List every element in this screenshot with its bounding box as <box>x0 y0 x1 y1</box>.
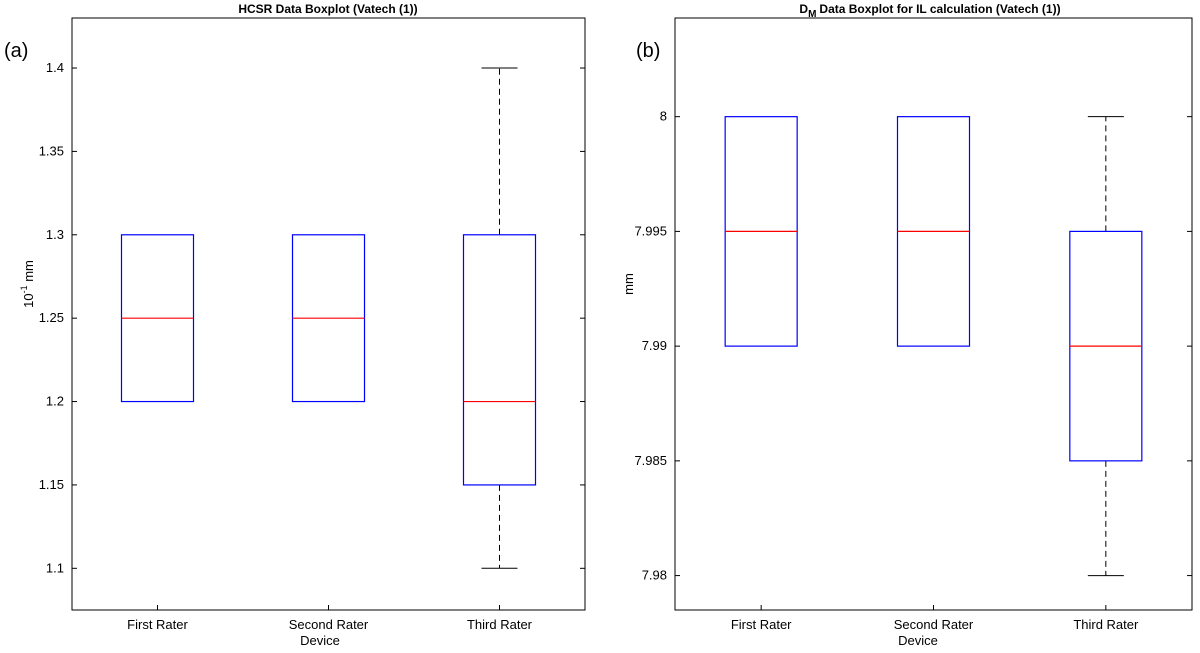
y-tick-label: 7.99 <box>642 338 667 353</box>
box-3 <box>462 67 537 569</box>
x-tick-label: First Rater <box>127 617 188 632</box>
y-axis-label: mm <box>621 273 636 295</box>
box-iqr <box>462 234 537 486</box>
y-tick-label: 1.15 <box>39 477 64 492</box>
y-tick-label: 1.35 <box>39 143 64 158</box>
y-tick-label: 7.995 <box>634 223 667 238</box>
x-tick-label: Third Rater <box>1073 617 1139 632</box>
plot-area-frame <box>71 17 586 611</box>
x-tick-label: Third Rater <box>467 617 533 632</box>
y-tick-label: 8 <box>660 109 667 124</box>
y-tick-label: 1.3 <box>46 227 64 242</box>
y-axis-label-superscript: -1 <box>19 285 29 293</box>
panel-label-a: (a) <box>4 40 29 62</box>
box-2 <box>291 234 366 403</box>
box-2 <box>896 116 971 347</box>
box-1 <box>724 116 798 347</box>
y-axis-label-base: mm <box>621 273 636 295</box>
x-tick-label: First Rater <box>731 617 792 632</box>
chart-title: DM Data Boxplot for IL calculation (Vatec… <box>799 2 1060 20</box>
box-3 <box>1069 116 1143 577</box>
y-tick-label: 1.2 <box>46 394 64 409</box>
y-axis-label: 10-1 mm <box>19 260 36 308</box>
chart-title: HCSR Data Boxplot (Vatech (1)) <box>238 2 417 16</box>
y-tick-label: 1.25 <box>39 310 64 325</box>
box-1 <box>120 234 195 403</box>
y-axis-label-base: 10 <box>21 293 36 307</box>
panel-label-b: (b) <box>636 40 661 62</box>
chart-title-main: D <box>799 2 808 16</box>
y-tick-label: 1.1 <box>46 560 64 575</box>
y-tick-label: 7.98 <box>642 568 667 583</box>
boxplot-chart-a: HCSR Data Boxplot (Vatech (1)) 1.1 1.15 1.2… <box>19 2 586 648</box>
chart-title-rest: Data Boxplot for IL calculation (Vatech … <box>819 2 1060 16</box>
boxplot-chart-b: DM Data Boxplot for IL calculation (Vatec… <box>621 2 1193 648</box>
x-tick-label: Second Rater <box>289 617 369 632</box>
x-axis-label: Device <box>300 633 340 648</box>
y-axis-label-unit: mm <box>21 260 36 285</box>
chart-title-main: HCSR Data Boxplot (Vatech (1)) <box>238 2 417 16</box>
chart-title-subscript: M <box>808 9 816 20</box>
x-tick-label: Second Rater <box>894 617 974 632</box>
y-tick-label: 1.4 <box>46 60 64 75</box>
plot-area-frame <box>674 17 1193 611</box>
y-tick-label: 7.985 <box>634 453 667 468</box>
x-axis-label: Device <box>898 633 938 648</box>
